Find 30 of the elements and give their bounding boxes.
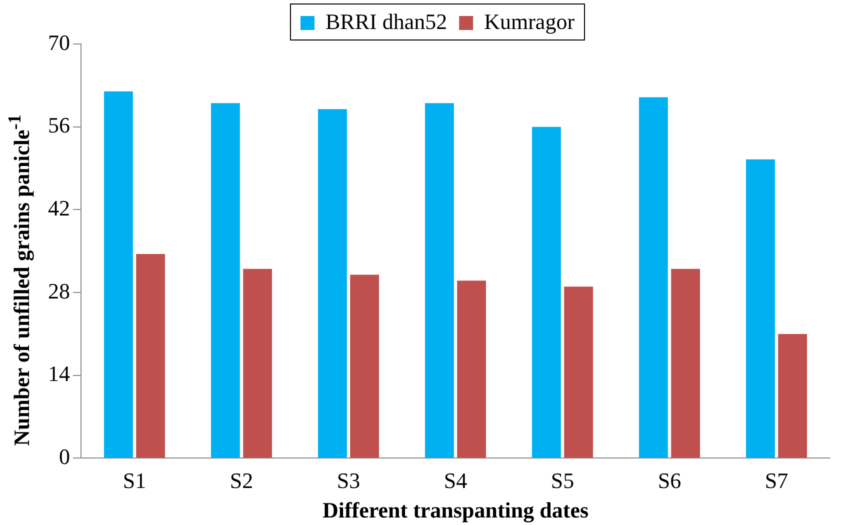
- y-tick-label: 14: [48, 361, 70, 386]
- bar: [778, 334, 807, 458]
- legend-label: BRRI dhan52: [325, 8, 448, 34]
- y-tick-label: 70: [48, 30, 70, 55]
- x-tick-label: S4: [444, 468, 468, 494]
- bar: [136, 254, 165, 458]
- bar: [457, 280, 486, 458]
- bar: [746, 159, 775, 458]
- x-tick-label: S1: [122, 468, 146, 494]
- x-axis-title: Different transpanting dates: [322, 497, 589, 522]
- x-tick-label: S3: [336, 468, 360, 494]
- bar: [318, 109, 347, 458]
- x-tick-label: S2: [230, 468, 254, 494]
- x-tick-label: S7: [764, 468, 788, 494]
- bar: [243, 268, 272, 458]
- bar: [211, 103, 240, 458]
- bar: [532, 126, 561, 458]
- bar: [671, 268, 700, 458]
- y-tick-label: 28: [48, 278, 70, 304]
- x-tick-label: S6: [658, 468, 682, 494]
- x-tick-label: S5: [550, 468, 574, 494]
- y-tick-label: 0: [59, 444, 70, 469]
- y-tick-label: 56: [48, 112, 70, 138]
- bar: [425, 103, 454, 458]
- bar: [104, 91, 133, 458]
- y-tick-label: 42: [48, 195, 70, 220]
- bar: [564, 286, 593, 458]
- legend-label: Kumragor: [484, 8, 576, 34]
- bar: [639, 97, 668, 458]
- bar: [350, 274, 379, 458]
